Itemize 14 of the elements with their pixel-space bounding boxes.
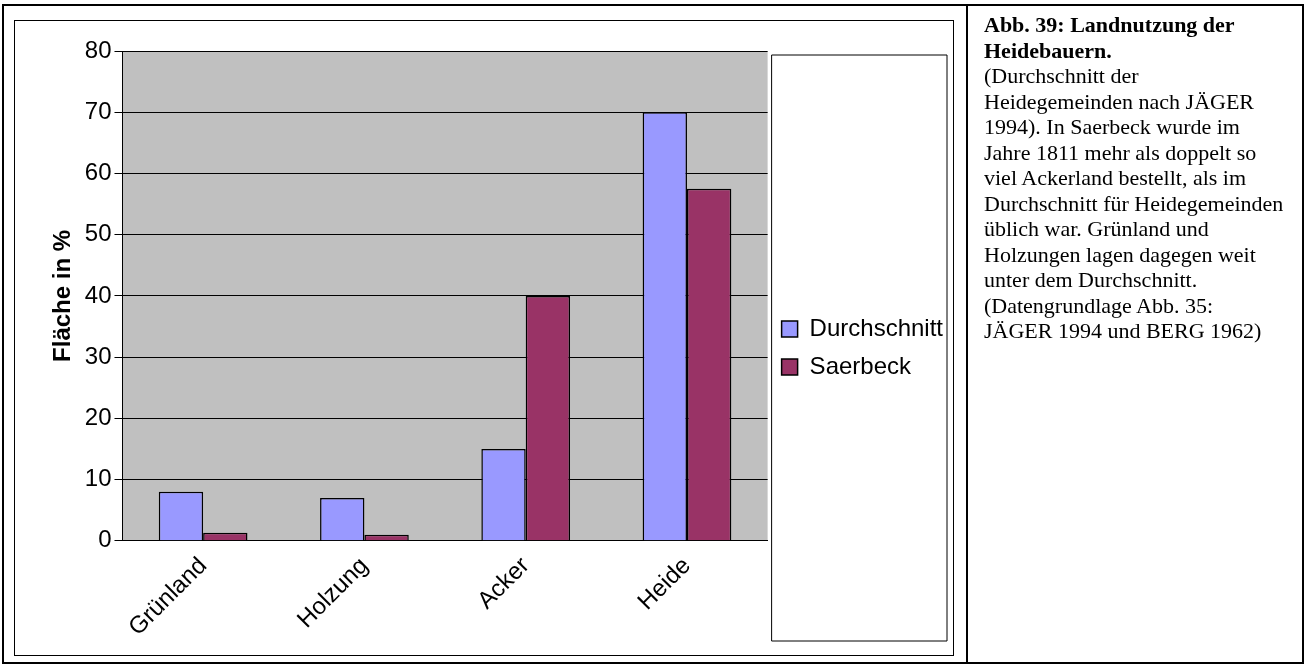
y-tick-label: 40 (84, 280, 112, 308)
y-tick-label: 10 (84, 464, 112, 492)
text: (Durchschnitt der Heidegemeinden nach JÄGER 1994). In Saerbeck wurde im Jahre 1811 mehr als doppelt so viel Ackerland bestellt, als im Durchschnitt für Heidegemeinden üblich war. Grünland und Holzungen lagen dagegen weit unter dem Durchschnitt. (Datengrundlage Abb. 35: JÄGER 1994 und BERG 1962) (984, 63, 1284, 343)
y-tick-label: 50 (84, 219, 112, 247)
text: Abb. 39: Landnutzung der Heidebauern. (984, 12, 1236, 63)
legend-label: Durchschnitt (809, 313, 944, 341)
y-tick-label: 70 (84, 96, 112, 124)
y-tick-label: 80 (84, 35, 112, 63)
y-tick-label: 20 (84, 402, 112, 430)
y-tick-label: 30 (84, 341, 112, 369)
y-tick-label: 60 (84, 158, 112, 186)
legend-label: Saerbeck (809, 351, 913, 379)
y-axis-title: Fläche in % (48, 229, 76, 362)
y-tick-label: 0 (98, 525, 112, 553)
